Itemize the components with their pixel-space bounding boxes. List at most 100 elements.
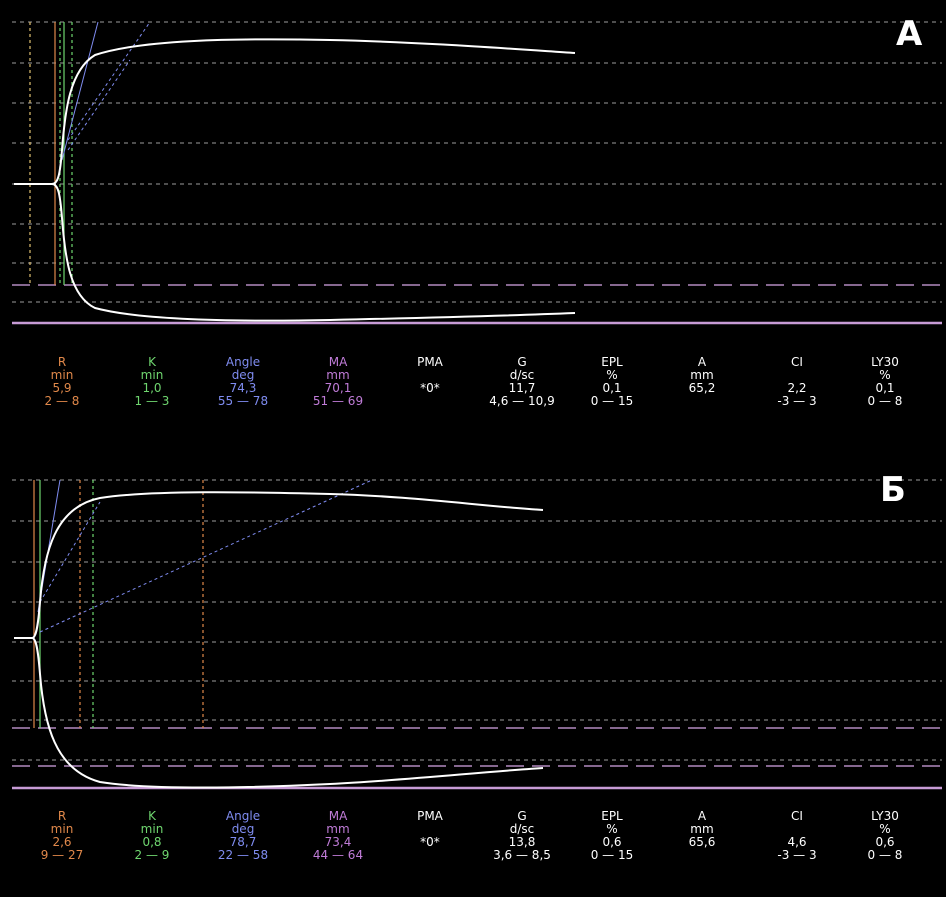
param-range: 55 — 78	[217, 394, 269, 408]
param-range: -3 — 3	[777, 848, 817, 862]
param-range: 2 — 8	[44, 394, 80, 408]
param-name: R	[57, 355, 67, 369]
panel-label-b: Б	[880, 470, 906, 510]
param-value: 11,7	[508, 381, 536, 395]
param-name: G	[517, 355, 527, 369]
param-unit: mm	[690, 822, 714, 836]
param-name: MA	[328, 355, 348, 369]
param-column-ly30: LY30% 0,1 0 — 8	[830, 356, 940, 408]
angle-tangent-line	[39, 501, 101, 603]
param-name: A	[697, 809, 707, 823]
param-name: EPL	[601, 809, 623, 823]
param-name: G	[517, 809, 527, 823]
param-value: 2,6	[52, 835, 72, 849]
panel-label-a: А	[896, 14, 923, 54]
param-value: 70,1	[324, 381, 352, 395]
param-unit: deg	[231, 368, 255, 382]
param-unit: min	[50, 822, 74, 836]
param-unit: %	[879, 368, 891, 382]
param-name: EPL	[601, 355, 623, 369]
param-value: 2,2	[787, 381, 807, 395]
param-unit: d/sc	[509, 368, 535, 382]
param-range: 2 — 9	[134, 848, 170, 862]
param-value: 0,1	[602, 381, 622, 395]
param-unit: %	[879, 822, 891, 836]
tracing-upper-curve	[14, 491, 544, 639]
param-name: LY30	[871, 809, 899, 823]
param-unit: min	[140, 822, 164, 836]
param-column-epl: EPL% 0,1 0 — 15	[557, 356, 667, 408]
param-name: Angle	[225, 355, 261, 369]
angle-tangent-line	[67, 59, 131, 151]
param-value: 1,0	[142, 381, 162, 395]
param-range	[647, 395, 757, 408]
param-name: PMA	[417, 355, 443, 369]
param-name: A	[697, 355, 707, 369]
param-value: 0,1	[875, 381, 895, 395]
param-value: 78,7	[229, 835, 257, 849]
param-value: 4,6	[787, 835, 807, 849]
param-range: -3 — 3	[777, 394, 817, 408]
param-range: 9 — 27	[40, 848, 84, 862]
param-column-pma: PMA *0*	[375, 810, 485, 862]
param-unit: min	[50, 368, 74, 382]
angle-tangent-line	[39, 479, 373, 633]
param-name: K	[148, 355, 156, 369]
param-range: 0 — 15	[590, 848, 634, 862]
param-name: PMA	[417, 809, 443, 823]
param-range: 0 — 8	[867, 848, 903, 862]
tracing-upper-curve	[14, 38, 576, 185]
param-value: 65,2	[688, 381, 716, 395]
param-value: 0,8	[142, 835, 162, 849]
param-range: 44 — 64	[312, 848, 364, 862]
param-name: R	[57, 809, 67, 823]
tracing-panel-b	[12, 479, 942, 790]
param-unit: d/sc	[509, 822, 535, 836]
param-value: *0*	[420, 835, 440, 849]
param-value: 0,6	[602, 835, 622, 849]
param-column-epl: EPL% 0,6 0 — 15	[557, 810, 667, 862]
param-unit: %	[606, 822, 618, 836]
param-value: 5,9	[52, 381, 72, 395]
param-name: K	[148, 809, 156, 823]
param-range: 4,6 — 10,9	[489, 394, 555, 408]
param-column-angle: Angle deg 74,3 55 — 78	[188, 356, 298, 408]
param-value: *0*	[420, 381, 440, 395]
angle-tangent-line	[61, 21, 99, 161]
param-range: 0 — 8	[867, 394, 903, 408]
param-unit: mm	[326, 822, 350, 836]
param-range: 0 — 15	[590, 394, 634, 408]
param-range	[647, 849, 757, 862]
param-value: 13,8	[508, 835, 536, 849]
param-unit: deg	[231, 822, 255, 836]
param-unit: %	[606, 368, 618, 382]
param-value: 65,6	[688, 835, 716, 849]
param-range: 22 — 58	[217, 848, 269, 862]
param-column-ma: MA mm 73,4 44 — 64	[283, 810, 393, 862]
param-column-angle: Angle deg 78,7 22 — 58	[188, 810, 298, 862]
tracing-lower-curve	[51, 183, 576, 322]
param-range: 3,6 — 8,5	[493, 848, 551, 862]
param-column-ci: CI 4,6 -3 — 3	[742, 810, 852, 862]
tracing-lower-curve	[31, 637, 544, 789]
angle-tangent-line	[67, 21, 151, 141]
param-value: 74,3	[229, 381, 257, 395]
param-value: 0,6	[875, 835, 895, 849]
param-range: 1 — 3	[134, 394, 170, 408]
tracing-panel-a	[12, 21, 942, 325]
param-column-pma: PMA *0*	[375, 356, 485, 408]
param-column-ma: MA mm 70,1 51 — 69	[283, 356, 393, 408]
param-unit: mm	[326, 368, 350, 382]
param-name: MA	[328, 809, 348, 823]
param-unit: min	[140, 368, 164, 382]
param-column-ly30: LY30% 0,6 0 — 8	[830, 810, 940, 862]
param-name: CI	[791, 809, 803, 823]
param-name: CI	[791, 355, 803, 369]
